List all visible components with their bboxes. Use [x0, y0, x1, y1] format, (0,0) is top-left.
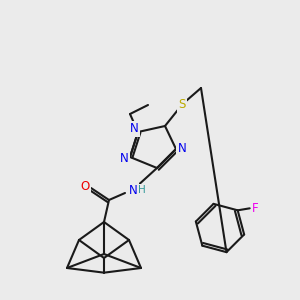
Text: H: H [138, 185, 146, 195]
Text: N: N [178, 142, 186, 154]
Text: S: S [178, 98, 186, 112]
Text: N: N [129, 184, 137, 196]
Text: F: F [252, 202, 259, 215]
Text: O: O [80, 179, 90, 193]
Text: N: N [130, 122, 138, 136]
Text: N: N [120, 152, 128, 166]
